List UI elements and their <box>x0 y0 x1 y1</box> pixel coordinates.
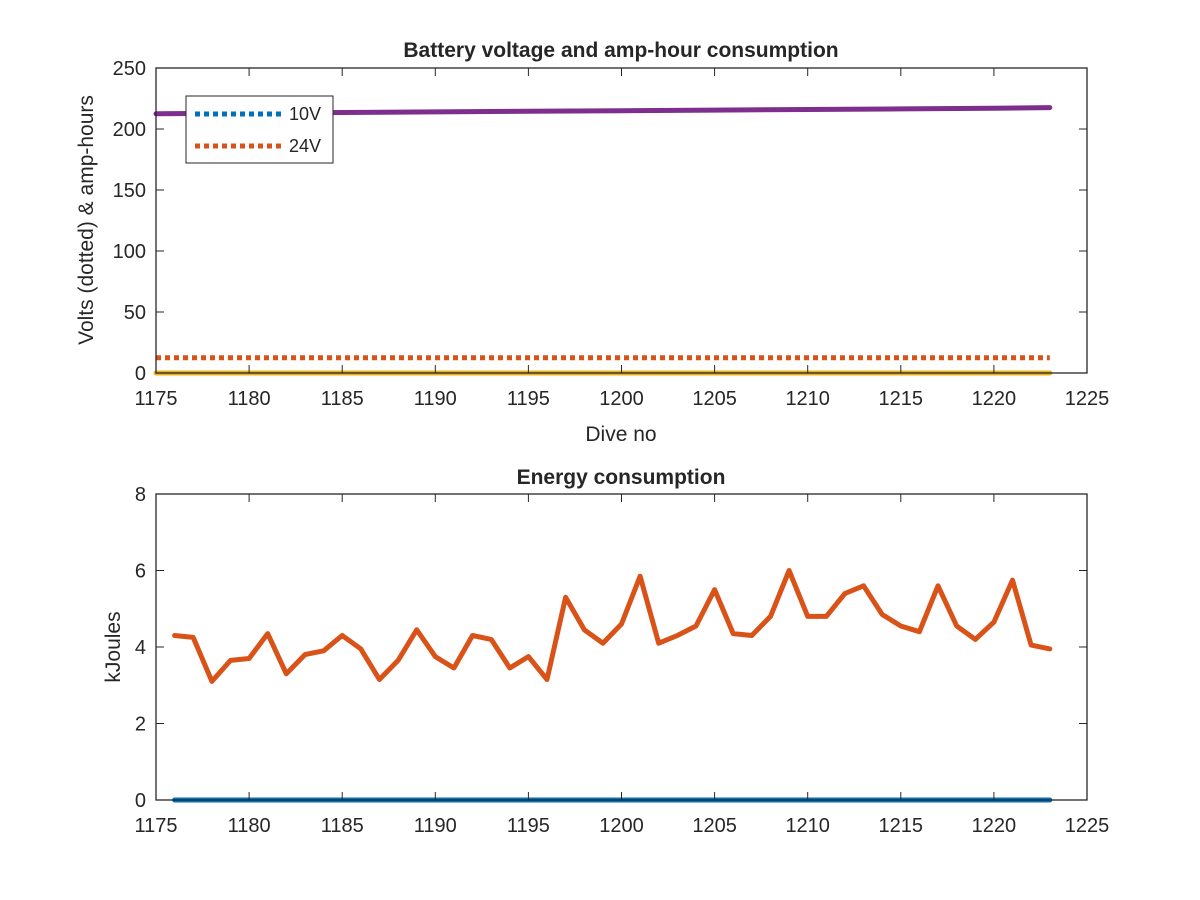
bottom-y-tick-label: 2 <box>135 714 146 736</box>
bottom-x-tick-label: 1225 <box>1065 815 1110 837</box>
bottom-y-tick-label: 6 <box>135 561 146 583</box>
top-y-tick-label: 250 <box>113 58 146 80</box>
top-y-tick-label: 50 <box>124 302 146 324</box>
bottom-y-tick-label: 4 <box>135 637 146 659</box>
bottom-x-tick-label: 1215 <box>879 815 924 837</box>
bottom-x-tick-label: 1210 <box>785 815 830 837</box>
legend-entry-10v: 10V <box>289 104 321 124</box>
top-x-tick-label: 1215 <box>879 388 924 410</box>
top-x-tick-label: 1195 <box>507 388 550 410</box>
top-x-ticks: 1175 1180 1185 1190 1195 1200 1205 1210 1215 1220… <box>134 68 1109 410</box>
top-x-tick-label: 1220 <box>972 388 1017 410</box>
top-chart-title: Battery voltage and amp-hour consumption <box>403 39 838 62</box>
bottom-x-tick-label: 1195 <box>507 815 550 837</box>
top-x-axis-label: Dive no <box>585 423 656 446</box>
top-y-axis-label: Volts (dotted) & amp-hours <box>75 95 98 345</box>
top-x-tick-label: 1175 <box>134 388 177 410</box>
bottom-x-tick-label: 1205 <box>692 815 737 837</box>
top-x-tick-label: 1210 <box>785 388 830 410</box>
top-x-tick-label: 1185 <box>321 388 364 410</box>
bottom-series-line-1 <box>172 568 1053 684</box>
bottom-x-tick-label: 1190 <box>414 815 457 837</box>
top-x-tick-label: 1205 <box>692 388 737 410</box>
top-y-ticks: 0 50 100 150 200 250 <box>113 58 1087 385</box>
top-y-tick-label: 200 <box>113 119 146 141</box>
top-y-tick-label: 150 <box>113 180 146 202</box>
top-x-tick-label: 1190 <box>414 388 457 410</box>
bottom-y-tick-label: 8 <box>135 484 146 506</box>
bottom-plot-area <box>156 494 1087 800</box>
bottom-chart: 1175 1180 1185 1190 1195 1200 1205 1210 1215 1220… <box>102 466 1109 837</box>
top-y-tick-label: 100 <box>113 241 146 263</box>
bottom-x-tick-label: 1185 <box>321 815 364 837</box>
bottom-x-tick-label: 1180 <box>228 815 271 837</box>
top-x-tick-label: 1200 <box>599 388 644 410</box>
top-x-tick-label: 1225 <box>1065 388 1110 410</box>
top-y-tick-label: 0 <box>135 363 146 385</box>
top-x-tick-label: 1180 <box>228 388 271 410</box>
top-legend: 10V 24V <box>185 95 334 164</box>
top-chart: 1175 1180 1185 1190 1195 1200 1205 1210 1215 1220… <box>75 39 1109 446</box>
bottom-y-tick-label: 0 <box>135 790 146 812</box>
legend-box <box>185 95 334 164</box>
bottom-x-ticks: 1175 1180 1185 1190 1195 1200 1205 1210 1215 1220… <box>134 494 1109 837</box>
bottom-x-tick-label: 1220 <box>972 815 1017 837</box>
legend-entry-24v: 24V <box>289 136 321 156</box>
bottom-chart-title: Energy consumption <box>517 466 726 489</box>
bottom-y-ticks: 0 2 4 6 8 <box>135 484 1087 812</box>
bottom-y-axis-label: kJoules <box>102 611 125 682</box>
bottom-x-tick-label: 1175 <box>134 815 177 837</box>
bottom-x-tick-label: 1200 <box>599 815 644 837</box>
